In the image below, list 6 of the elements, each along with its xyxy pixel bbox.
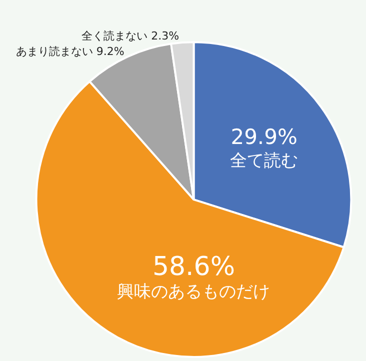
data-label: 58.6%: [152, 252, 236, 282]
data-label: 29.9%: [230, 125, 298, 150]
slice-label: 全く読まない 2.3%: [82, 30, 180, 43]
slice-label: 全て読む: [230, 151, 298, 172]
slice-label: 興味のあるものだけ: [117, 282, 270, 302]
slice-label: あまり読まない 9.2%: [16, 44, 124, 58]
